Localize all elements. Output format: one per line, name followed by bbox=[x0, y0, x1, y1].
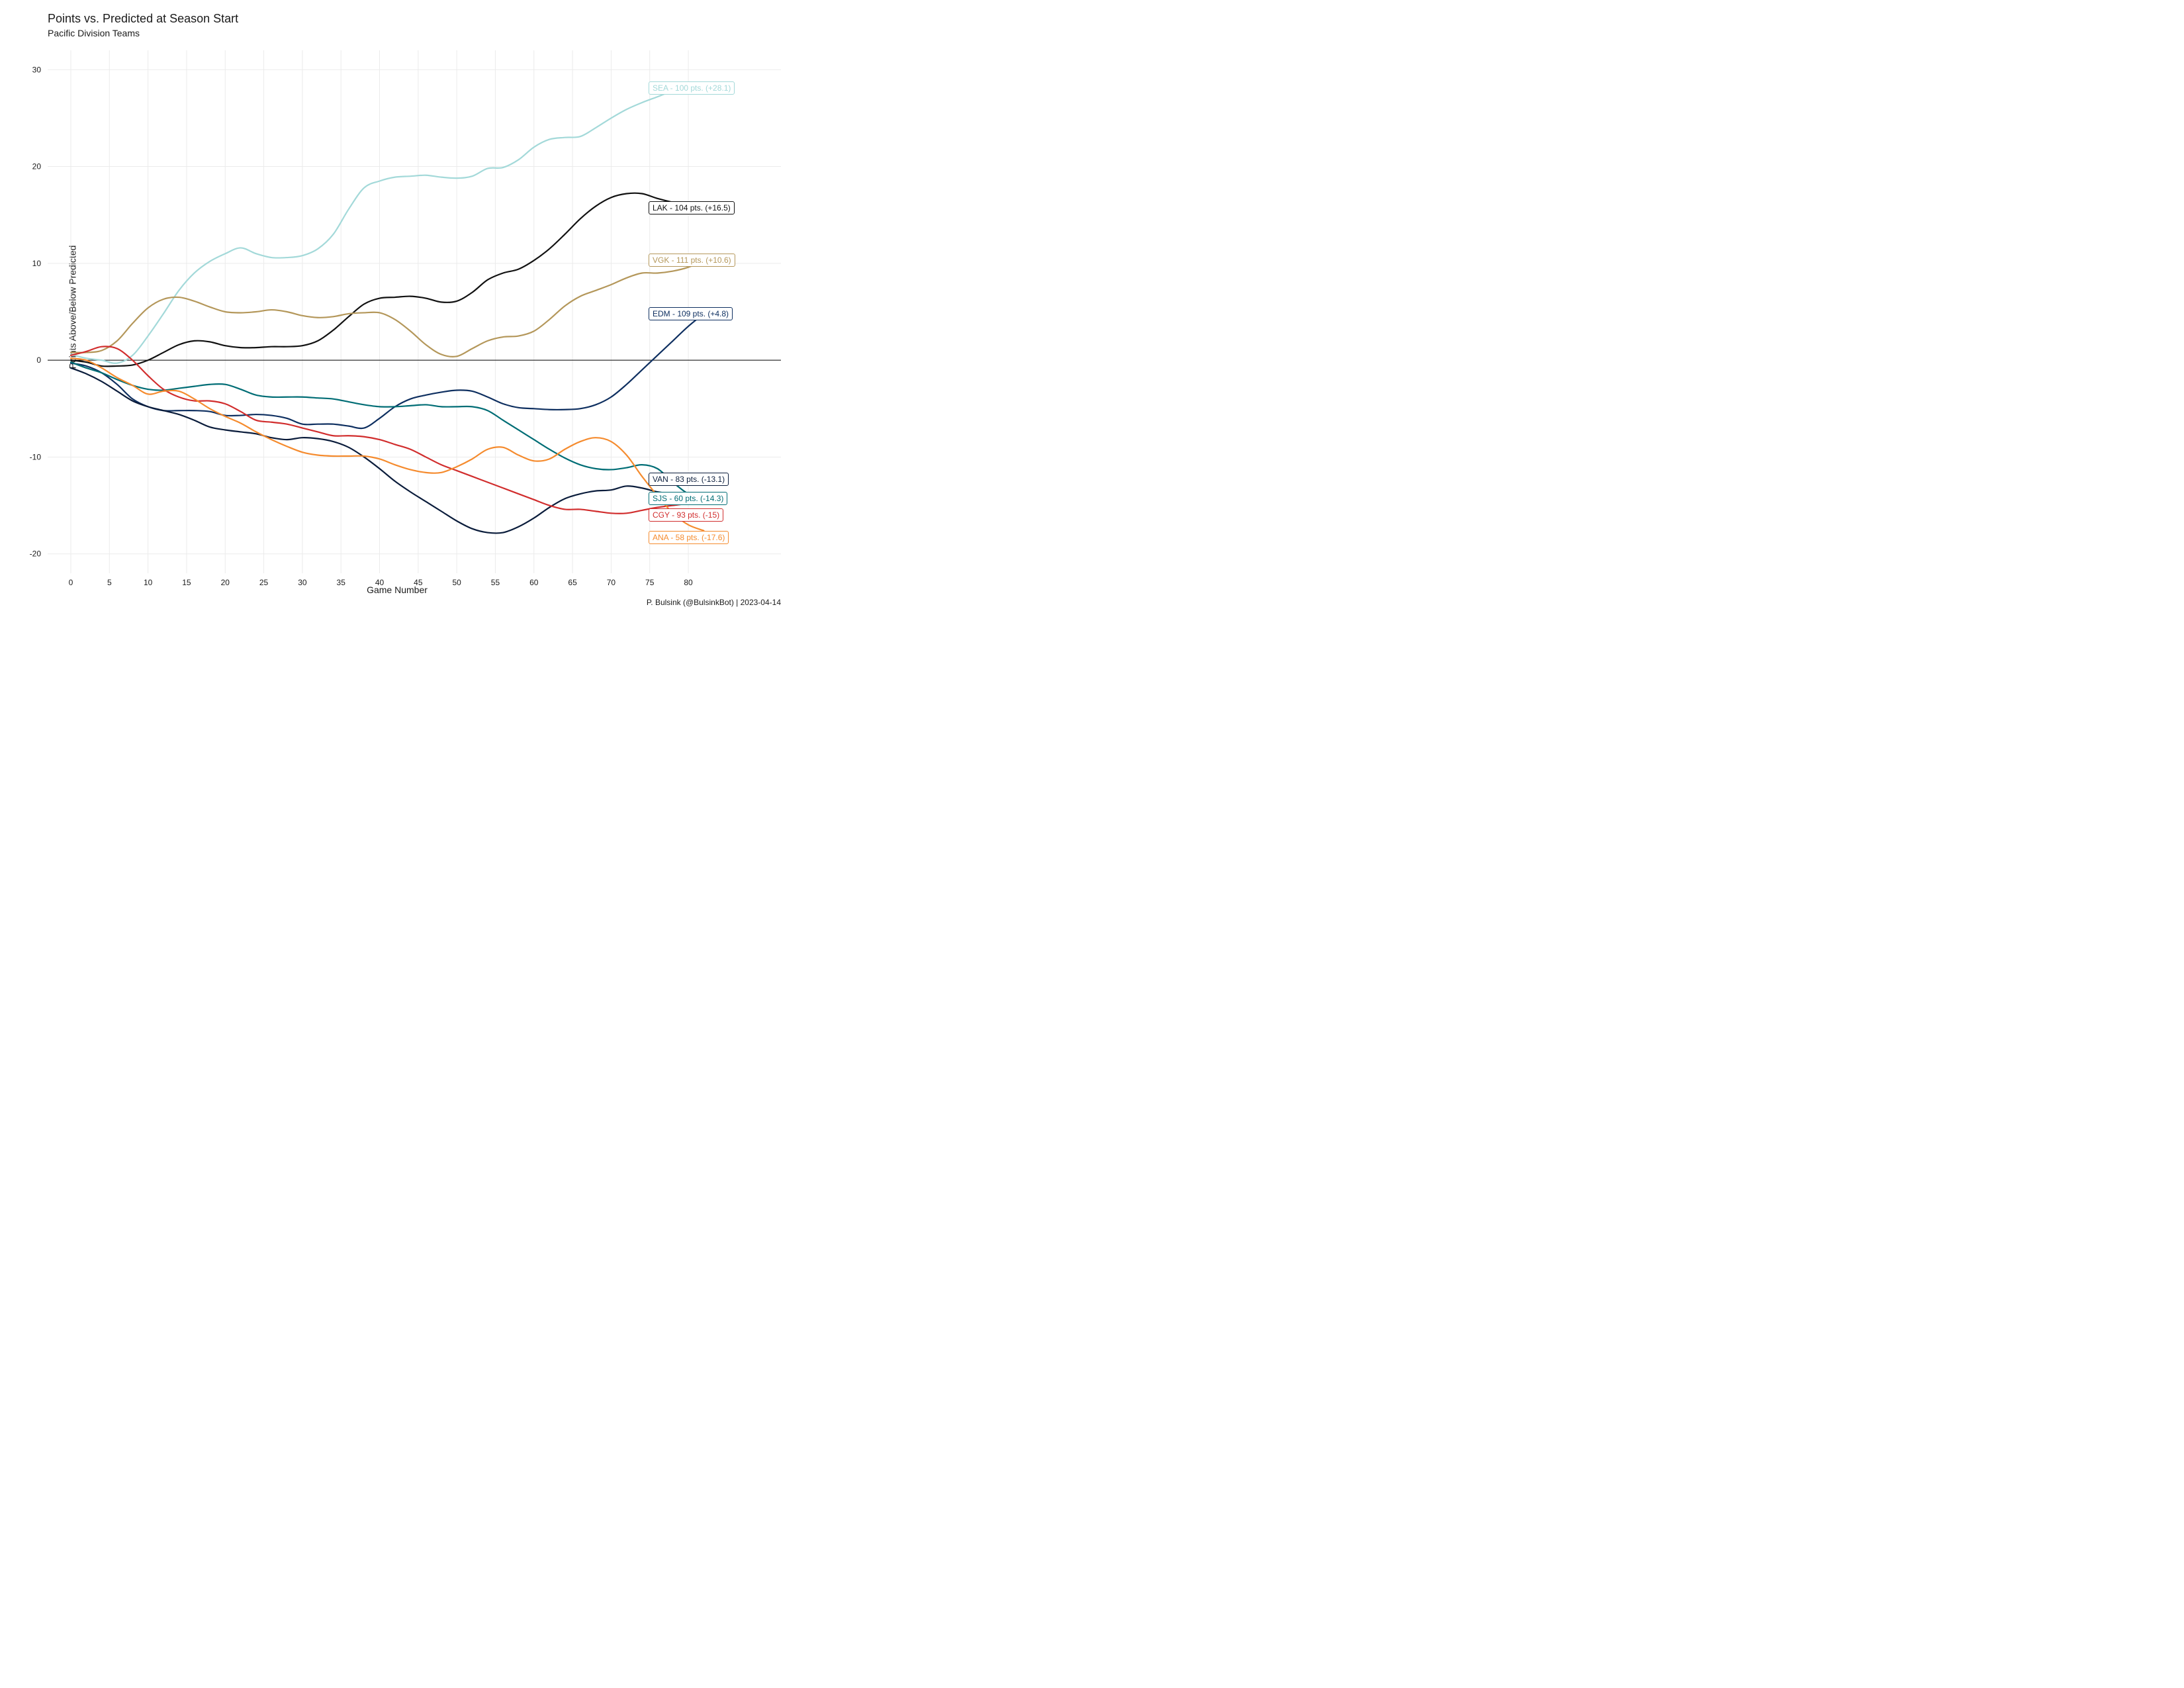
series-line-CGY bbox=[71, 346, 704, 513]
series-label-LAK: LAK - 104 pts. (+16.5) bbox=[649, 201, 735, 214]
svg-text:30: 30 bbox=[32, 65, 42, 74]
svg-text:25: 25 bbox=[259, 578, 269, 587]
svg-text:60: 60 bbox=[529, 578, 539, 587]
series-label-SEA: SEA - 100 pts. (+28.1) bbox=[649, 81, 735, 95]
svg-text:30: 30 bbox=[298, 578, 307, 587]
series-line-VGK bbox=[71, 260, 704, 356]
series-label-ANA: ANA - 58 pts. (-17.6) bbox=[649, 531, 729, 544]
series-line-VAN bbox=[71, 368, 704, 534]
svg-text:20: 20 bbox=[221, 578, 230, 587]
series-label-VGK: VGK - 111 pts. (+10.6) bbox=[649, 254, 735, 267]
svg-text:45: 45 bbox=[414, 578, 423, 587]
series-label-VAN: VAN - 83 pts. (-13.1) bbox=[649, 473, 729, 486]
svg-text:0: 0 bbox=[36, 355, 41, 365]
series-line-SEA bbox=[71, 84, 704, 363]
series-label-CGY: CGY - 93 pts. (-15) bbox=[649, 508, 723, 522]
svg-text:75: 75 bbox=[645, 578, 655, 587]
svg-text:5: 5 bbox=[107, 578, 112, 587]
svg-text:50: 50 bbox=[452, 578, 461, 587]
svg-text:70: 70 bbox=[607, 578, 616, 587]
series-line-ANA bbox=[71, 358, 704, 530]
svg-text:10: 10 bbox=[32, 259, 42, 268]
svg-text:-20: -20 bbox=[30, 549, 42, 559]
series-label-EDM: EDM - 109 pts. (+4.8) bbox=[649, 307, 733, 320]
svg-text:20: 20 bbox=[32, 162, 42, 171]
svg-text:55: 55 bbox=[491, 578, 500, 587]
svg-text:65: 65 bbox=[568, 578, 577, 587]
chart-container: Points vs. Predicted at Season Start Pac… bbox=[0, 0, 794, 614]
svg-text:35: 35 bbox=[337, 578, 346, 587]
svg-text:40: 40 bbox=[375, 578, 385, 587]
svg-text:80: 80 bbox=[684, 578, 693, 587]
series-line-LAK bbox=[71, 193, 704, 367]
svg-text:0: 0 bbox=[69, 578, 73, 587]
svg-text:-10: -10 bbox=[30, 452, 42, 461]
svg-text:15: 15 bbox=[182, 578, 191, 587]
svg-text:10: 10 bbox=[144, 578, 153, 587]
series-line-SJS bbox=[71, 362, 704, 498]
series-label-SJS: SJS - 60 pts. (-14.3) bbox=[649, 492, 727, 505]
